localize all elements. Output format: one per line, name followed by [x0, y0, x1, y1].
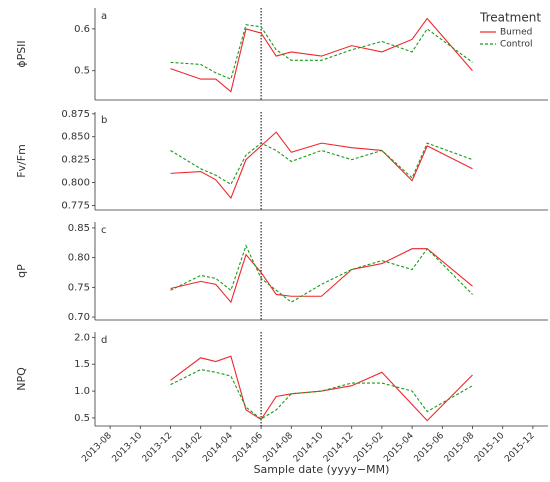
x-tick-label: 2014-02	[171, 431, 205, 465]
y-axis-label: qP	[15, 264, 28, 278]
x-tick-label: 2013-08	[80, 431, 114, 465]
y-tick-label: 0.75	[68, 282, 90, 293]
x-tick-label: 2014-10	[292, 431, 326, 465]
x-tick-label: 2013-12	[141, 431, 175, 465]
series-line	[170, 131, 473, 200]
y-tick-label: 0.85	[68, 223, 90, 234]
series-line	[170, 24, 473, 80]
y-tick-label: 0.80	[68, 253, 90, 264]
panel-label: a	[101, 11, 107, 22]
y-tick-label: 0.825	[61, 155, 90, 166]
x-axis-label: Sample date (yyyy−MM)	[254, 463, 390, 476]
panel-label: c	[101, 225, 107, 236]
panel-label: d	[101, 335, 107, 346]
y-tick-label: 0.850	[61, 132, 90, 143]
x-tick-label: 2014-04	[201, 431, 235, 465]
series-line	[170, 355, 473, 422]
y-tick-label: 0.800	[61, 178, 90, 189]
y-tick-label: 0.6	[74, 24, 90, 35]
x-tick-label: 2015-10	[473, 431, 507, 465]
legend-label: Burned	[500, 28, 532, 38]
y-axis-label: ϕPSII	[15, 40, 28, 67]
x-tick-label: 2015-12	[503, 431, 537, 465]
legend-title: Treatment	[479, 11, 541, 25]
series-line	[170, 142, 473, 186]
x-tick-label: 2015-02	[352, 431, 386, 465]
y-tick-label: 1.0	[74, 386, 90, 397]
series-line	[170, 244, 473, 303]
x-tick-label: 2014-12	[322, 431, 356, 465]
y-tick-label: 2.0	[74, 332, 90, 343]
x-tick-label: 2015-06	[413, 431, 447, 465]
series-line	[170, 369, 473, 420]
series-line	[170, 248, 473, 304]
x-tick-label: 2014-06	[231, 431, 265, 465]
panel-label: b	[101, 115, 107, 126]
x-tick-label: 2014-08	[262, 431, 296, 465]
y-tick-label: 1.5	[74, 359, 90, 370]
y-tick-label: 0.5	[74, 413, 90, 424]
legend-label: Control	[500, 40, 533, 50]
y-tick-label: 0.875	[61, 109, 90, 120]
x-tick-label: 2015-04	[382, 431, 416, 465]
y-tick-label: 0.775	[61, 200, 90, 211]
y-tick-label: 0.5	[74, 66, 90, 77]
y-axis-label: Fv/Fm	[15, 144, 28, 178]
x-tick-label: 2013-10	[111, 431, 145, 465]
x-tick-label: 2015-08	[443, 431, 477, 465]
y-tick-label: 0.70	[68, 312, 90, 323]
y-axis-label: NPQ	[15, 367, 28, 391]
series-line	[170, 17, 473, 93]
